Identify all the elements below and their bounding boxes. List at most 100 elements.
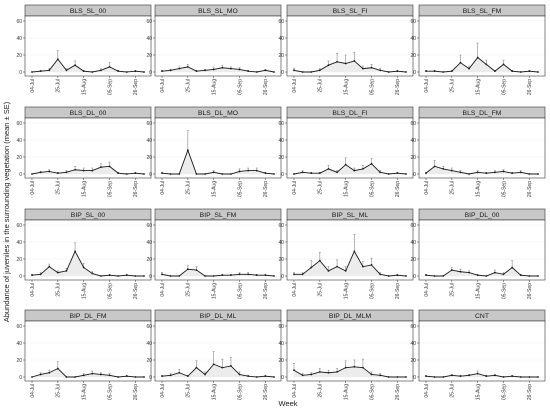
series-area: [294, 163, 406, 174]
data-point: [212, 68, 215, 71]
plot-background: [155, 118, 281, 178]
series-area: [32, 251, 144, 276]
data-point: [74, 376, 76, 378]
data-point: [537, 275, 539, 277]
plot-frame: [418, 117, 546, 179]
data-point: [370, 373, 373, 376]
data-point: [143, 71, 145, 73]
y-tick-label: 60: [410, 223, 416, 229]
x-tick-label: 15-Aug: [211, 384, 217, 400]
x-tick-label: 15-Aug: [211, 181, 217, 197]
data-point: [143, 275, 145, 277]
data-point: [528, 70, 531, 73]
data-point: [450, 169, 453, 172]
data-point: [39, 273, 42, 276]
data-point: [56, 172, 59, 175]
x-tick-label: 15-Aug: [475, 384, 481, 400]
data-point: [459, 375, 462, 378]
panel-title: BLS_DL_00: [70, 110, 107, 117]
x-tick-label: 25-Jul: [56, 384, 62, 398]
data-point: [353, 60, 356, 62]
y-tick-label: 0: [281, 172, 284, 178]
data-point: [485, 375, 488, 378]
x-tick-label: 15-Aug: [211, 79, 217, 95]
x-tick-label: 05-Sep: [237, 79, 243, 95]
data-point: [186, 268, 189, 271]
data-point: [327, 371, 330, 374]
data-point: [511, 375, 514, 378]
y-tick-label: 60: [410, 324, 416, 330]
data-point: [502, 170, 505, 173]
data-point: [169, 275, 172, 277]
data-point: [134, 172, 137, 175]
y-tick-label: 20: [16, 53, 22, 59]
y-tick-label: 20: [146, 358, 152, 364]
data-point: [433, 70, 436, 73]
y-tick-label: 60: [410, 121, 416, 127]
plot-background: [25, 16, 151, 76]
data-point: [519, 171, 522, 174]
data-point: [31, 376, 33, 378]
x-tick-label: 04-Jul: [424, 79, 430, 93]
panel-bip-dl-mlm: BIP_DL_MLM 0 20 40 60 04-Jul 25-Jul 15-Aug 05-Se…: [278, 309, 414, 400]
series-area: [162, 364, 274, 377]
x-tick-label: 04-Jul: [30, 181, 36, 195]
y-tick-label: 0: [19, 274, 22, 280]
series-area: [294, 366, 406, 377]
panel-bls-dl-mo: BLS_DL_MO 0 20 40 60 04-Jul 25-Jul 15-Aug 05-Sep…: [146, 106, 282, 197]
data-point: [82, 70, 85, 73]
data-point: [117, 275, 120, 277]
data-point: [519, 376, 522, 378]
data-point: [212, 363, 215, 366]
x-tick-label: 26-Sep: [263, 283, 269, 299]
x-tick-label: 25-Jul: [318, 181, 324, 195]
data-point: [344, 270, 347, 272]
data-point: [161, 375, 163, 378]
plot-frame: [418, 320, 546, 382]
data-point: [293, 273, 295, 276]
data-point: [255, 376, 258, 378]
data-point: [221, 173, 224, 175]
data-point: [379, 273, 382, 276]
plot-frame: [154, 117, 282, 179]
y-tick-label: 40: [146, 240, 152, 246]
data-point: [433, 165, 436, 168]
data-point: [221, 366, 224, 369]
data-point: [425, 274, 427, 277]
y-tick-label: 60: [16, 19, 22, 25]
data-point: [502, 376, 505, 378]
x-tick-label: 25-Jul: [450, 181, 456, 195]
data-point: [511, 266, 514, 269]
data-point: [405, 71, 407, 73]
series-line: [161, 66, 275, 73]
data-point: [125, 71, 128, 73]
data-point: [221, 274, 224, 277]
data-point: [370, 264, 373, 266]
y-tick-label: 40: [146, 341, 152, 347]
data-point: [362, 265, 364, 268]
data-point: [379, 374, 382, 377]
data-point: [230, 274, 232, 277]
data-point: [370, 162, 373, 165]
data-point: [459, 171, 462, 174]
data-point: [433, 376, 436, 378]
y-tick-label: 20: [410, 358, 416, 364]
x-tick-label: 04-Jul: [160, 384, 166, 398]
y-tick-label: 60: [16, 121, 22, 127]
x-tick-label: 25-Jul: [186, 283, 192, 297]
data-point: [230, 173, 232, 175]
x-tick-label: 05-Sep: [501, 181, 507, 197]
data-point: [117, 70, 120, 73]
data-point: [161, 273, 163, 276]
data-point: [405, 173, 407, 175]
x-tick-label: 26-Sep: [527, 384, 533, 400]
x-tick-label: 04-Jul: [292, 181, 298, 195]
data-point: [204, 275, 206, 277]
data-point: [450, 374, 453, 377]
x-tick-label: 25-Jul: [56, 79, 62, 93]
data-point: [425, 375, 427, 378]
y-tick-label: 40: [146, 138, 152, 144]
panel-bip-dl-fm: BIP_DL_FM 0 20 40 60 04-Jul 25-Jul 15-Aug 05-Sep…: [16, 309, 152, 400]
x-tick-label: 15-Aug: [343, 384, 349, 400]
